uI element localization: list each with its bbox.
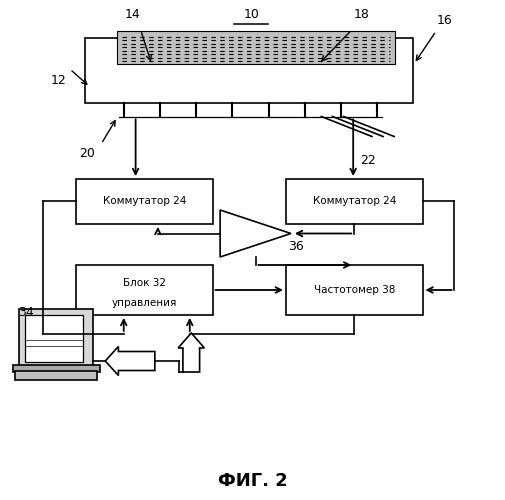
Text: Частотомер 38: Частотомер 38 (313, 285, 394, 295)
Text: 14: 14 (124, 8, 140, 22)
Text: ФИГ. 2: ФИГ. 2 (218, 472, 287, 490)
Text: 22: 22 (359, 154, 375, 167)
Text: 10: 10 (243, 8, 259, 22)
Bar (285, 179, 422, 224)
Polygon shape (105, 346, 155, 376)
Bar (76, 265, 212, 315)
Bar (85, 38, 412, 102)
Polygon shape (220, 210, 290, 257)
Text: 18: 18 (353, 8, 369, 22)
Bar (13, 364, 99, 372)
Text: 12: 12 (50, 74, 66, 88)
Text: 34: 34 (18, 306, 34, 319)
Bar (19, 308, 92, 366)
Text: Коммутатор 24: Коммутатор 24 (312, 196, 395, 206)
Text: 20: 20 (79, 147, 95, 160)
Bar (25, 315, 83, 362)
Bar (285, 265, 422, 315)
Text: управления: управления (111, 298, 177, 308)
Text: Блок 32: Блок 32 (123, 278, 165, 287)
Text: Коммутатор 24: Коммутатор 24 (103, 196, 185, 206)
Bar (117, 32, 394, 64)
Polygon shape (178, 333, 204, 372)
Bar (76, 179, 212, 224)
Text: 16: 16 (435, 14, 451, 27)
Text: 36: 36 (287, 240, 304, 252)
Bar (15, 371, 97, 380)
